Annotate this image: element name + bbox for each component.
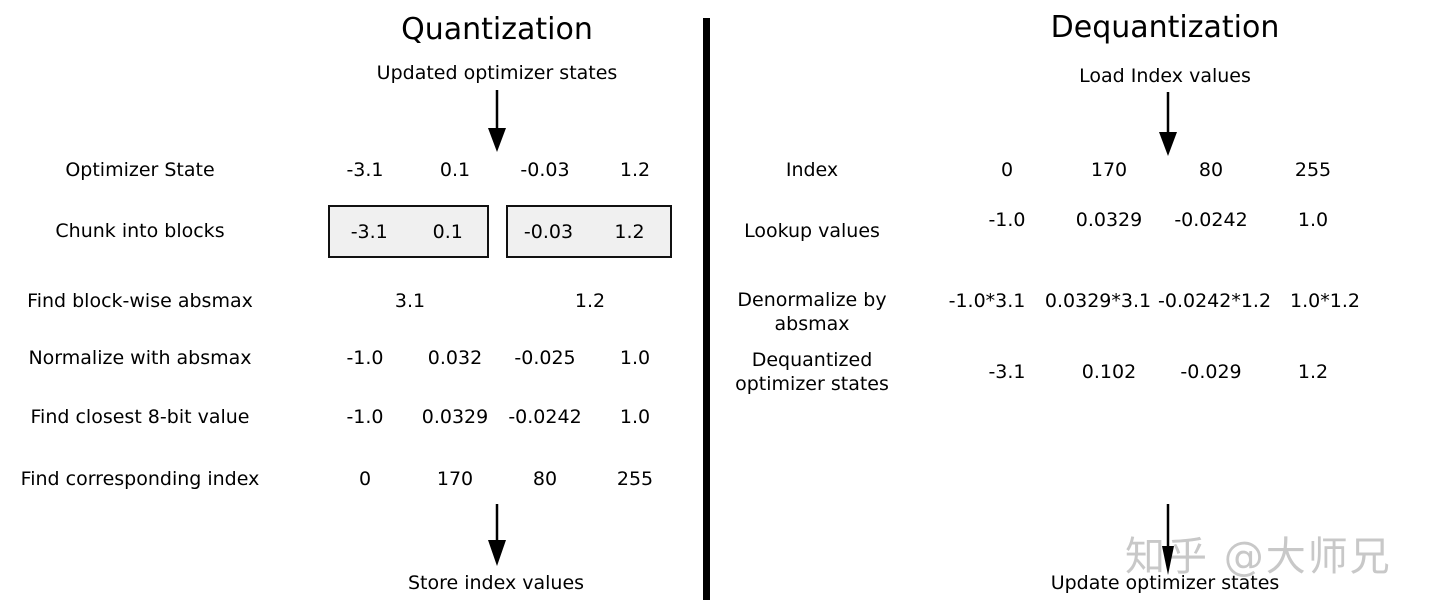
value-cell: -0.0242	[1174, 209, 1248, 231]
value-cell: -1.0	[988, 209, 1026, 231]
row-label-optimizer-state: Optimizer State	[65, 159, 215, 181]
value-cell: -1.0*3.1	[948, 290, 1026, 312]
value-cell: 0.0329*3.1	[1044, 290, 1152, 312]
value-cell: 0	[358, 468, 372, 490]
arrow-down-icon	[1162, 504, 1174, 575]
arrow-down-icon	[488, 90, 506, 152]
dequantization-bottom-label: Update optimizer states	[1050, 572, 1280, 594]
value-cell: 0.032	[427, 347, 483, 369]
value-cell: -0.03	[523, 220, 574, 243]
value-cell: 80	[532, 468, 558, 490]
value-cell: 0.1	[439, 159, 471, 181]
value-cell: 1.0	[619, 406, 651, 428]
value-cell: -3.1	[350, 220, 388, 243]
value-cell: 1.0	[1297, 209, 1329, 231]
value-cell: 0.0329	[1075, 209, 1143, 231]
value-cell: -3.1	[988, 361, 1026, 383]
vertical-divider	[703, 18, 710, 600]
dequantization-top-label: Load Index values	[1079, 65, 1251, 87]
value-cell: 0.102	[1081, 361, 1137, 383]
row-label-denormalize-by-absmax: Denormalize by absmax	[737, 289, 887, 335]
value-cell: 1.2	[574, 290, 606, 312]
value-cell: 80	[1198, 159, 1224, 181]
quantization-title: Quantization	[401, 12, 593, 47]
row-label-find-corresponding-index: Find corresponding index	[20, 468, 260, 490]
value-cell: 0.0329	[421, 406, 489, 428]
value-cell: -0.0242	[508, 406, 582, 428]
row-label-index: Index	[785, 159, 839, 181]
value-cell: 0	[1000, 159, 1014, 181]
row-label-chunk-into-blocks: Chunk into blocks	[55, 220, 225, 242]
value-cell: -1.0	[346, 406, 384, 428]
quantization-bottom-label: Store index values	[407, 572, 585, 594]
value-cell: 1.2	[619, 159, 651, 181]
value-cell: 1.0	[619, 347, 651, 369]
value-cell: 1.2	[1297, 361, 1329, 383]
value-cell: 1.2	[614, 220, 645, 243]
row-label-dequantized-optimizer-states: Dequantized optimizer states	[735, 349, 889, 395]
value-cell: 0.1	[432, 220, 463, 243]
value-cell: -0.025	[514, 347, 576, 369]
row-label-lookup-values: Lookup values	[744, 220, 880, 242]
value-cell: 1.0*1.2	[1290, 290, 1360, 312]
dequantization-title: Dequantization	[1050, 10, 1280, 45]
value-cell: -3.1	[346, 159, 384, 181]
value-cell: -0.029	[1180, 361, 1242, 383]
value-cell: -0.03	[520, 159, 570, 181]
value-cell: 3.1	[394, 290, 426, 312]
value-cell: 170	[1090, 159, 1128, 181]
chunk-block-1: -3.1 0.1	[328, 205, 489, 258]
quantization-top-label: Updated optimizer states	[376, 62, 618, 84]
value-cell: -0.0242*1.2	[1158, 290, 1272, 312]
value-cell: 170	[436, 468, 474, 490]
arrow-down-icon	[1159, 92, 1177, 156]
arrow-down-icon	[488, 504, 506, 566]
row-label-find-closest-8bit: Find closest 8-bit value	[30, 406, 250, 428]
row-label-normalize-with-absmax: Normalize with absmax	[28, 347, 252, 369]
chunk-block-2: -0.03 1.2	[506, 205, 672, 258]
row-label-find-blockwise-absmax: Find block-wise absmax	[27, 290, 253, 312]
value-cell: 255	[1294, 159, 1332, 181]
value-cell: -1.0	[346, 347, 384, 369]
value-cell: 255	[616, 468, 654, 490]
